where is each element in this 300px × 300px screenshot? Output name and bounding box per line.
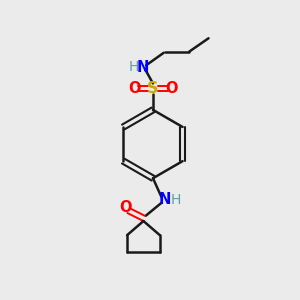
Text: N: N	[136, 60, 149, 75]
Text: O: O	[165, 81, 178, 96]
Text: O: O	[119, 200, 131, 215]
Text: S: S	[147, 81, 159, 96]
Text: H: H	[171, 193, 181, 207]
Text: O: O	[128, 81, 141, 96]
Text: N: N	[159, 192, 171, 207]
Text: H: H	[129, 60, 140, 74]
